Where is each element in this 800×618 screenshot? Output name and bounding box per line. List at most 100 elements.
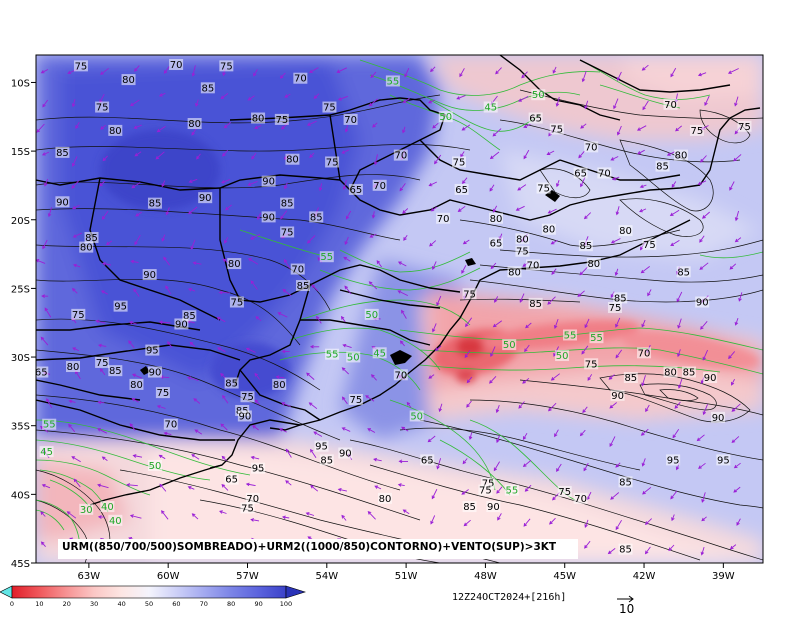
wind-vector-arrow [521, 71, 528, 79]
wind-vector-arrow [73, 478, 81, 488]
wind-vector-arrow [609, 402, 617, 409]
contour-label: 80 [188, 119, 201, 130]
contour-label: 55 [387, 76, 400, 87]
wind-vector-arrow [188, 287, 196, 292]
wind-vector-arrow [615, 349, 623, 359]
wind-vector-arrow [306, 235, 316, 244]
wind-vector-arrow [75, 121, 80, 130]
wind-vector-arrow [134, 151, 142, 157]
contour-label: 75 [157, 388, 170, 399]
contour-label-bg [325, 156, 340, 168]
wind-vector-arrow [727, 68, 739, 74]
contour-label: 95 [114, 302, 127, 313]
contour-label-bg [66, 361, 81, 373]
contour-label: 80 [619, 226, 632, 237]
wind-vector-arrow [523, 518, 531, 527]
contour-label-bg [272, 378, 287, 390]
wind-vector-arrow [373, 457, 382, 462]
contour-label: 70 [164, 420, 177, 431]
wind-vector-arrow [187, 376, 199, 381]
contour-label-bg [142, 269, 157, 281]
wind-vector-arrow [247, 95, 255, 101]
contour-label-bg [113, 300, 128, 312]
contour-label-bg [481, 477, 496, 489]
contour-label-bg [129, 378, 144, 390]
wind-vector-arrow [492, 320, 503, 328]
wind-vector-arrow [128, 320, 137, 325]
contour-label: 70 [638, 348, 651, 359]
contour-label-bg [229, 296, 244, 308]
wind-vector-arrow [645, 404, 650, 413]
wind-vector-arrow [342, 179, 347, 191]
wind-vector-arrow [733, 486, 741, 493]
wind-vector-arrow [401, 309, 407, 319]
wind-vector-arrow [95, 319, 106, 324]
contour-label: 70 [291, 265, 304, 276]
wind-vector-arrow [636, 125, 647, 131]
wind-vector-arrow [518, 96, 529, 102]
contour-label-bg [666, 454, 681, 466]
colorbar-tick-label: 70 [200, 600, 208, 608]
wind-vector-arrow [436, 295, 442, 307]
contour-label: 75 [643, 240, 656, 251]
wind-vector-arrow [546, 150, 555, 155]
contour-label: 90 [704, 373, 717, 384]
wind-vector-arrow [195, 99, 199, 107]
contour-label: 90 [487, 502, 500, 513]
wind-vector-arrow [548, 402, 557, 412]
wind-vector-arrow [671, 514, 675, 522]
contour-label: 50 [503, 340, 516, 351]
wind-vector-arrow [97, 428, 108, 434]
wind-vector-arrow [490, 262, 497, 270]
contour-label-bg [309, 211, 324, 223]
wind-vector-arrow [519, 293, 525, 303]
contour-label-bg [55, 196, 70, 208]
wind-vector-arrow [252, 425, 259, 431]
wind-vector-arrow [552, 66, 557, 74]
wind-vector-arrow [254, 372, 260, 380]
wind-vector-arrow [158, 320, 171, 325]
contour-label: 75 [241, 503, 254, 514]
wind-vector-arrow [42, 239, 48, 250]
wind-vector-arrow [609, 436, 616, 448]
wind-vector-arrow [250, 280, 258, 290]
wind-vector-arrow [193, 398, 201, 404]
contour-label: 80 [379, 494, 392, 505]
wind-vector-arrow [250, 518, 260, 522]
contour-label-bg [79, 503, 94, 515]
wind-vector-arrow [373, 154, 378, 166]
contour-label: 65 [490, 238, 503, 249]
contour-label: 85 [656, 162, 669, 173]
wind-vector-arrow [220, 372, 226, 379]
wind-vector-arrow [71, 287, 78, 294]
wind-vector-arrow [159, 483, 167, 492]
contour-label: 50 [556, 351, 569, 362]
wind-vector-arrow [285, 480, 292, 486]
wind-vector-arrow [129, 423, 136, 431]
wind-vector-arrow [677, 349, 681, 358]
wind-vector-arrow [282, 289, 292, 296]
contour-label: 85 [463, 502, 476, 513]
contour-label-bg [536, 182, 551, 194]
wind-vector-arrow [247, 258, 259, 265]
wind-vector-arrow [316, 315, 322, 324]
wind-vector-arrow [245, 347, 256, 353]
contour-label: 70 [246, 494, 259, 505]
wind-vector-arrow [66, 511, 77, 519]
wind-vector-arrow [156, 404, 166, 409]
contour-label: 80 [490, 214, 503, 225]
wind-vector-arrow [555, 96, 560, 107]
wind-vector-arrow [398, 459, 409, 464]
contour-label: 85 [320, 455, 333, 466]
contour-label: 50 [347, 352, 360, 363]
wind-vector-arrow [73, 263, 81, 268]
contour-label: 85 [624, 373, 637, 384]
wind-vector-arrow [306, 120, 317, 126]
wind-vector-arrow [671, 181, 677, 188]
wind-vector-arrow [731, 378, 735, 386]
wind-vector-arrow [434, 345, 442, 352]
contour-label: 70 [170, 60, 183, 71]
contour-label: 80 [67, 362, 80, 373]
wind-vector-arrow [68, 423, 76, 433]
contour-label: 50 [149, 461, 162, 472]
